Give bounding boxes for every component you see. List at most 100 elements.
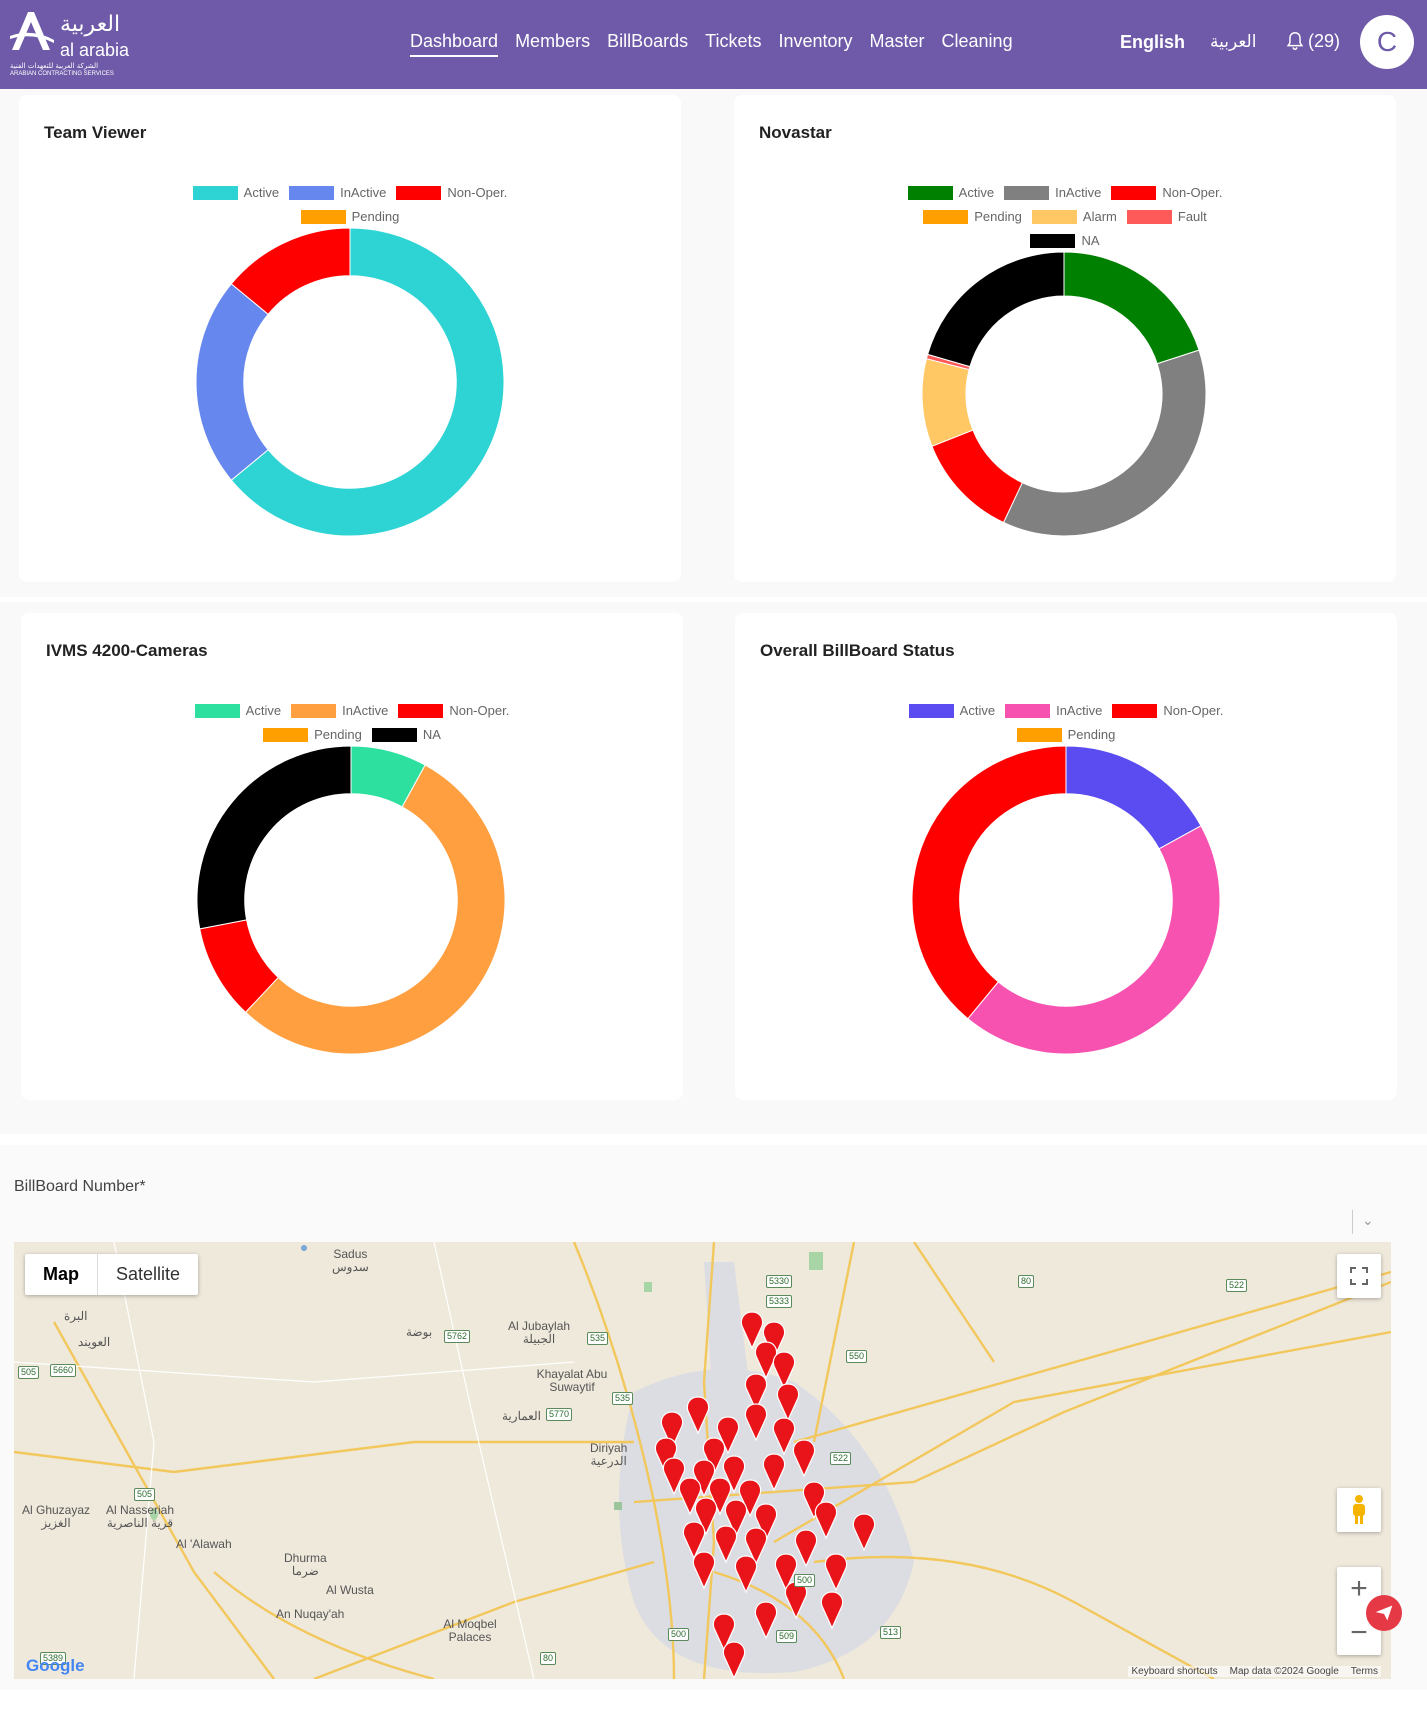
road-badge: 80 — [540, 1652, 557, 1665]
pegman-icon — [1353, 1495, 1365, 1524]
doughnut-slice-inactive[interactable] — [967, 825, 1221, 1055]
legend-item[interactable]: Non-Oper. — [1112, 699, 1223, 723]
road-badge: 5770 — [546, 1408, 573, 1421]
brand-logo[interactable]: العربية al arabia الشركة العربية للتعهدا… — [8, 8, 130, 78]
doughnut-slice-active[interactable] — [1063, 251, 1200, 365]
doughnut-slice-inactive[interactable] — [244, 764, 506, 1055]
doughnut-slice-active[interactable] — [1065, 745, 1202, 850]
legend-item[interactable]: Fault — [1126, 205, 1207, 229]
legend-label: NA — [1081, 233, 1100, 248]
notification-count: (29) — [1308, 30, 1341, 51]
legend-item[interactable]: NA — [1030, 229, 1100, 253]
legend-item[interactable]: InActive — [1004, 181, 1101, 205]
chart-title: IVMS 4200-Cameras — [46, 641, 208, 660]
logo-arabic: العربية — [60, 12, 121, 37]
legend-label: Non-Oper. — [1162, 185, 1223, 200]
paper-plane-icon — [1375, 1605, 1393, 1621]
chevron-down-icon[interactable]: ⌄ — [1362, 1212, 1374, 1228]
map-type-map[interactable]: Map — [25, 1254, 98, 1295]
nav-tickets[interactable]: Tickets — [705, 31, 762, 51]
place-label: Diriyah الدرعية — [590, 1441, 628, 1468]
doughnut-slice-non-oper-[interactable] — [230, 227, 351, 315]
keyboard-shortcuts-link[interactable]: Keyboard shortcuts — [1131, 1666, 1218, 1677]
legend-label: InActive — [340, 185, 387, 200]
legend-item[interactable]: InActive — [291, 699, 388, 723]
terms-link[interactable]: Terms — [1350, 1666, 1378, 1677]
legend-item[interactable]: Non-Oper. — [396, 181, 507, 205]
lang-english[interactable]: English — [1120, 32, 1186, 52]
road-badge: 5389 — [40, 1652, 67, 1665]
zoom-controls: + − — [1337, 1567, 1381, 1655]
legend-item[interactable]: Active — [194, 699, 281, 723]
legend-item[interactable]: NA — [371, 723, 441, 747]
fullscreen-icon — [1350, 1267, 1368, 1285]
doughnut-slice-alarm[interactable] — [921, 358, 974, 447]
doughnut-slice-inactive[interactable] — [195, 283, 269, 481]
doughnut-slice-active[interactable] — [230, 227, 505, 537]
legend-item[interactable]: InActive — [289, 181, 386, 205]
legend-item[interactable]: InActive — [1005, 699, 1102, 723]
doughnut-slice-non-oper-[interactable] — [931, 429, 1023, 524]
road-badge: 522 — [830, 1452, 852, 1465]
logo-english: al arabia — [60, 40, 130, 60]
legend-swatch — [1126, 210, 1172, 224]
road-badge: 509 — [776, 1630, 798, 1643]
logo-a-icon — [10, 12, 54, 50]
legend-label: NA — [422, 727, 441, 742]
legend-swatch — [263, 728, 309, 742]
legend-swatch — [1016, 728, 1062, 742]
send-message-button[interactable] — [1366, 1595, 1402, 1631]
nav-billboards[interactable]: BillBoards — [607, 31, 689, 51]
legend-item[interactable]: Active — [908, 699, 995, 723]
billboard-number-label: BillBoard Number* — [14, 1178, 146, 1195]
street-view-button[interactable] — [1337, 1488, 1381, 1532]
chart-legend: Active InActive Non-Oper. Pending — [19, 181, 681, 229]
legend-swatch — [908, 704, 954, 718]
doughnut-slice-na[interactable] — [196, 745, 352, 930]
legend-swatch — [289, 186, 335, 200]
zoom-out-button[interactable]: − — [1350, 1616, 1368, 1649]
chart-card-overall-status: Overall BillBoard Status Active InActive N… — [735, 613, 1397, 1100]
notifications-button[interactable]: (29) — [1284, 30, 1340, 52]
google-map[interactable]: Map Satellite Sadus سدوس البرة العويند بو… — [14, 1242, 1391, 1679]
fullscreen-button[interactable] — [1337, 1254, 1381, 1298]
logo-sub-english: ARABIAN CONTRACTING SERVICES — [10, 71, 114, 77]
legend-item[interactable]: Alarm — [1031, 205, 1117, 229]
doughnut-chart — [195, 227, 505, 537]
legend-item[interactable]: Active — [907, 181, 995, 205]
legend-label: Non-Oper. — [447, 185, 508, 200]
doughnut-slice-inactive[interactable] — [1002, 349, 1207, 537]
legend-swatch — [291, 704, 337, 718]
place-label: Al Ghuzayaz الغزيز — [22, 1503, 91, 1530]
legend-item[interactable]: Pending — [263, 723, 362, 747]
nav-inventory[interactable]: Inventory — [778, 31, 853, 51]
legend-item[interactable]: Non-Oper. — [1111, 181, 1222, 205]
doughnut-slice-na[interactable] — [927, 251, 1065, 368]
road-badge: 5660 — [50, 1364, 77, 1377]
user-avatar[interactable]: C — [1360, 15, 1414, 69]
place-label: Khayalat Abu Suwaytif — [536, 1367, 608, 1394]
road-badge: 505 — [134, 1488, 156, 1501]
zoom-in-button[interactable]: + — [1350, 1572, 1368, 1605]
legend-item[interactable]: Pending — [923, 205, 1022, 229]
place-label: Al 'Alawah — [176, 1537, 232, 1551]
legend-item[interactable]: Active — [192, 181, 279, 205]
legend-item[interactable]: Non-Oper. — [398, 699, 509, 723]
nav-dashboard[interactable]: Dashboard — [410, 31, 499, 57]
legend-item[interactable]: Pending — [1016, 723, 1115, 747]
doughnut-slice-non-oper-[interactable] — [911, 745, 1067, 1020]
lang-arabic[interactable]: العربية — [1210, 32, 1257, 52]
legend-swatch — [396, 186, 442, 200]
place-label: Al Wusta — [326, 1583, 374, 1597]
chart-legend: Active InActive Non-Oper. Pending — [735, 699, 1397, 747]
road-badge: 5330 — [766, 1275, 793, 1288]
nav-cleaning[interactable]: Cleaning — [941, 31, 1013, 51]
nav-master[interactable]: Master — [869, 31, 925, 51]
main-nav: Dashboard Members BillBoards Tickets Inv… — [410, 31, 1030, 57]
legend-label: Active — [958, 185, 995, 200]
map-type-satellite[interactable]: Satellite — [116, 1264, 181, 1284]
legend-label: InActive — [342, 703, 389, 718]
legend-item[interactable]: Pending — [300, 205, 399, 229]
nav-members[interactable]: Members — [515, 31, 591, 51]
legend-label: InActive — [1055, 185, 1102, 200]
